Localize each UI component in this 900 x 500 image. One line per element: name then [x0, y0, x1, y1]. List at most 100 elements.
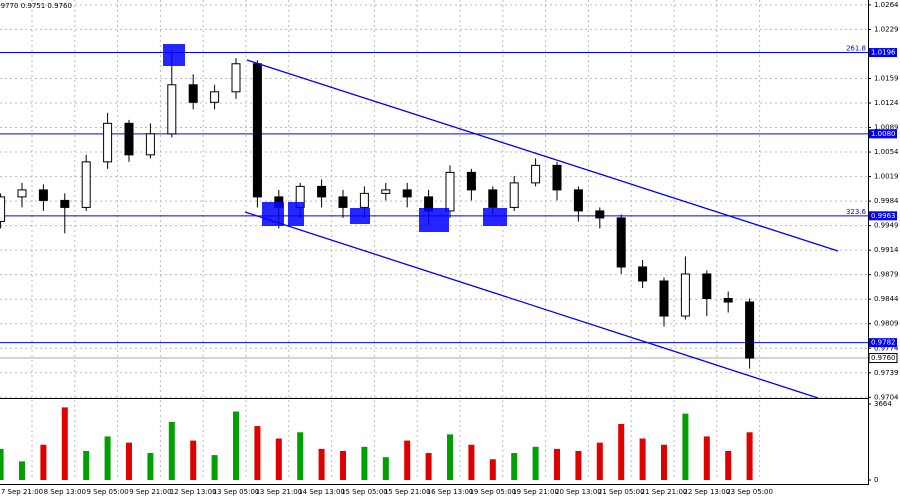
- level-label: 0.9782: [871, 339, 896, 347]
- candle-body: [680, 273, 690, 317]
- x-tick-label: 19 Sep 21:00: [512, 488, 559, 496]
- volume-bar: [447, 434, 453, 480]
- volume-bar: [40, 444, 47, 480]
- volume-bar: [361, 446, 368, 480]
- volume-bar: [83, 450, 90, 480]
- candle-body: [231, 63, 241, 93]
- y-tick-label: 1.0229: [874, 25, 899, 33]
- candle-body: [595, 210, 605, 219]
- x-tick-label: 21 Sep 05:00: [598, 488, 645, 496]
- candle-body: [60, 199, 70, 208]
- volume-bar: [340, 450, 346, 480]
- y-tick-label: 0.9704: [874, 393, 899, 401]
- volume-bar: [746, 432, 753, 480]
- volume-bar: [554, 448, 560, 480]
- volume-bar: [382, 457, 389, 480]
- x-tick-label: 23 Sep 05:00: [726, 488, 773, 496]
- level-label: 1.0080: [871, 130, 896, 138]
- ohlc-text: 0.9770 0.9751 0.9760: [0, 2, 72, 10]
- volume-bar: [275, 438, 282, 480]
- volume-bar: [639, 438, 646, 480]
- volume-bar: [618, 423, 625, 480]
- y-tick-label: 0.9949: [874, 222, 899, 230]
- y-tick-label: 0.9739: [874, 369, 899, 377]
- candle-body: [488, 189, 498, 208]
- volume-bar: [211, 455, 218, 480]
- box: [288, 202, 304, 226]
- volume-bar: [725, 450, 732, 480]
- candle-body: [17, 189, 27, 198]
- volume-bar: [190, 440, 197, 480]
- volume-bar: [233, 411, 239, 480]
- level-label-box: [869, 338, 897, 348]
- fib-label: 323.6: [846, 208, 867, 216]
- candle-body: [167, 84, 177, 135]
- candle-body: [531, 164, 541, 184]
- volume-bar: [104, 436, 111, 480]
- x-tick-label: 9 Sep 21:00: [129, 488, 171, 496]
- x-tick-label: 15 Sep 21:00: [384, 488, 431, 496]
- y-tick-label: 1.0019: [874, 173, 899, 181]
- y-tick-label: 1.0264: [874, 1, 899, 9]
- candle-body: [317, 185, 327, 198]
- volume-bar: [318, 448, 325, 480]
- volume-bar: [703, 436, 710, 480]
- candle-body: [188, 84, 198, 103]
- volume-bar: [489, 459, 496, 480]
- y-tick-label: 0.9844: [874, 295, 899, 303]
- x-tick-label: 13 Sep 21:00: [255, 488, 302, 496]
- candle-body: [145, 133, 155, 156]
- candle-body: [338, 196, 348, 208]
- box: [163, 44, 185, 66]
- volume-bar: [147, 453, 154, 480]
- x-tick-label: 16 Sep 13:00: [427, 488, 474, 496]
- candle-body: [745, 301, 755, 359]
- box: [483, 208, 507, 226]
- candle-body: [552, 164, 562, 191]
- marks: [0, 49, 868, 480]
- candle-body: [359, 192, 369, 208]
- x-tick-label: 19 Sep 05:00: [469, 488, 516, 496]
- level-label-box: [869, 48, 897, 58]
- annotation-boxes: [163, 44, 507, 232]
- x-tick-label: 22 Sep 13:00: [683, 488, 730, 496]
- volume-bar: [532, 446, 539, 480]
- volume-bar: [297, 432, 304, 480]
- volume-bar: [404, 440, 411, 480]
- y-tick-label: 1.0089: [874, 124, 899, 132]
- x-tick-label: 12 Sep 13:00: [170, 488, 217, 496]
- x-tick-label: 8 Sep 13:00: [44, 488, 86, 496]
- volume-bar: [596, 442, 603, 480]
- volume-tick-label: 3664: [874, 400, 892, 408]
- x-tick-label: 20 Sep 13:00: [555, 488, 602, 496]
- volume-bar: [254, 426, 261, 480]
- candle-body: [103, 122, 113, 163]
- x-tick-label: 9 Sep 05:00: [86, 488, 128, 496]
- fib-label: 261.8: [846, 45, 866, 53]
- box: [350, 208, 370, 224]
- volume-bar: [682, 413, 689, 480]
- candle-body: [252, 63, 262, 198]
- candle-body: [616, 217, 626, 268]
- y-tick-label: 1.0054: [874, 148, 899, 156]
- level-label: 0.9963: [871, 212, 896, 220]
- candle-body: [210, 91, 220, 103]
- y-tick-label: 0.9774: [874, 344, 899, 352]
- candle-body: [466, 171, 476, 191]
- grid: [0, 0, 868, 480]
- candle-body: [702, 273, 712, 299]
- volume-bar: [61, 407, 68, 480]
- level-label: 1.0196: [871, 49, 896, 57]
- x-tick-label: 14 Sep 13:00: [298, 488, 345, 496]
- candle-body: [659, 280, 669, 317]
- volume-bar: [511, 453, 518, 480]
- candle-body: [638, 266, 648, 282]
- candle-body: [723, 298, 733, 303]
- last-price-label: 0.9760: [871, 354, 896, 362]
- x-tick-label: 21 Sep 21:00: [641, 488, 688, 496]
- candle-body: [509, 182, 519, 208]
- candle-body: [445, 171, 455, 212]
- y-tick-label: 1.0159: [874, 74, 899, 82]
